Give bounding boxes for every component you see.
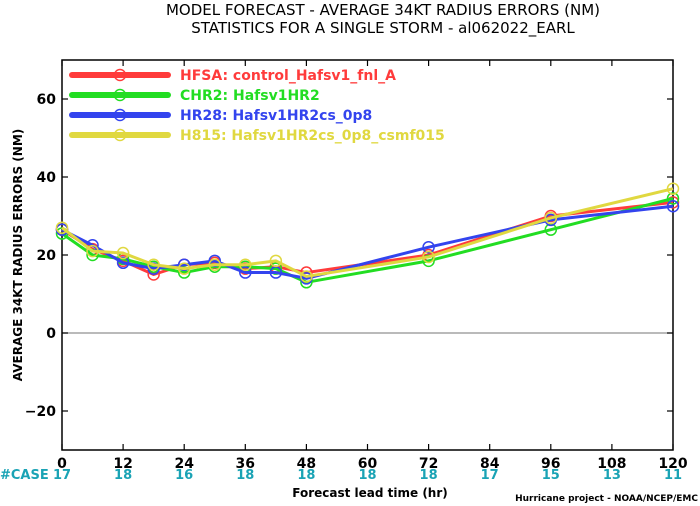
data-point <box>177 262 191 275</box>
x-tick-label: 120 <box>658 456 687 472</box>
legend-label: HFSA: control_Hafsv1_fnl_A <box>180 68 396 84</box>
case-count: 18 <box>297 468 315 483</box>
chart-title-line2: STATISTICS FOR A SINGLE STORM - al062022… <box>191 19 575 38</box>
x-tick-label: 24 <box>174 456 194 472</box>
x-axis-label: Forecast lead time (hr) <box>292 486 448 500</box>
legend-label: H815: Hafsv1HR2cs_0p8_csmf015 <box>180 128 445 144</box>
y-axis-label: AVERAGE 34KT RADIUS ERRORS (NM) <box>11 129 25 381</box>
y-tick-label: −20 <box>25 404 56 420</box>
data-point <box>666 196 680 209</box>
x-tick-label: 84 <box>480 456 500 472</box>
legend-label: HR28: Hafsv1HR2cs_0p8 <box>180 108 372 124</box>
x-tick-label: 72 <box>419 456 438 472</box>
data-point <box>300 270 313 283</box>
data-point <box>269 254 283 268</box>
data-point <box>116 256 130 270</box>
data-point <box>147 258 160 271</box>
data-point <box>208 258 221 271</box>
x-tick-label: 60 <box>358 456 378 472</box>
plot-area: 0 12 24 36 48 60 72 84 96 108 120 17 18 16 18 18 18 18 17 1… <box>25 59 688 483</box>
case-count: 16 <box>175 468 193 483</box>
case-count: 17 <box>53 468 71 483</box>
data-point <box>422 250 435 264</box>
data-point <box>422 254 435 268</box>
data-point <box>177 258 191 271</box>
data-point <box>666 200 680 213</box>
data-point <box>666 192 680 205</box>
case-count: 18 <box>358 468 376 483</box>
data-point <box>239 258 252 271</box>
data-point <box>269 262 283 275</box>
case-count-label: #CASE <box>0 468 49 483</box>
case-count: 17 <box>481 468 499 483</box>
legend-marker <box>113 68 127 82</box>
x-tick-label: 0 <box>57 456 67 472</box>
x-tick-label: 96 <box>541 456 560 472</box>
case-count: 15 <box>542 468 560 483</box>
data-point <box>177 266 191 279</box>
data-point <box>666 182 680 195</box>
data-point <box>116 246 130 260</box>
case-count: 18 <box>236 468 254 483</box>
x-tick-label: 108 <box>597 456 626 472</box>
legend-marker <box>113 108 127 122</box>
case-count: 18 <box>114 468 132 483</box>
x-tick-label: 12 <box>113 456 132 472</box>
legend-marker <box>113 128 127 142</box>
y-tick-label: 20 <box>37 248 57 264</box>
x-tick-label: 36 <box>236 456 255 472</box>
y-tick-label: 60 <box>37 92 57 108</box>
chart-title-line1: MODEL FORECAST - AVERAGE 34KT RADIUS ERR… <box>166 1 600 19</box>
data-point <box>208 254 221 268</box>
case-count: 11 <box>664 468 682 483</box>
data-point <box>55 221 69 234</box>
credit-text: Hurricane project - NOAA/NCEP/EMC <box>515 494 698 504</box>
data-point <box>239 266 252 279</box>
case-count: 18 <box>420 468 438 483</box>
legend-label: CHR2: Hafsv1HR2 <box>180 88 320 104</box>
data-point <box>422 240 435 254</box>
data-point <box>544 211 558 225</box>
x-tick-label: 48 <box>297 456 316 472</box>
case-count: 13 <box>603 468 621 483</box>
legend-marker <box>113 88 127 102</box>
y-tick-label: 40 <box>37 170 57 186</box>
y-tick-label: 0 <box>46 326 56 342</box>
data-point <box>86 244 99 258</box>
